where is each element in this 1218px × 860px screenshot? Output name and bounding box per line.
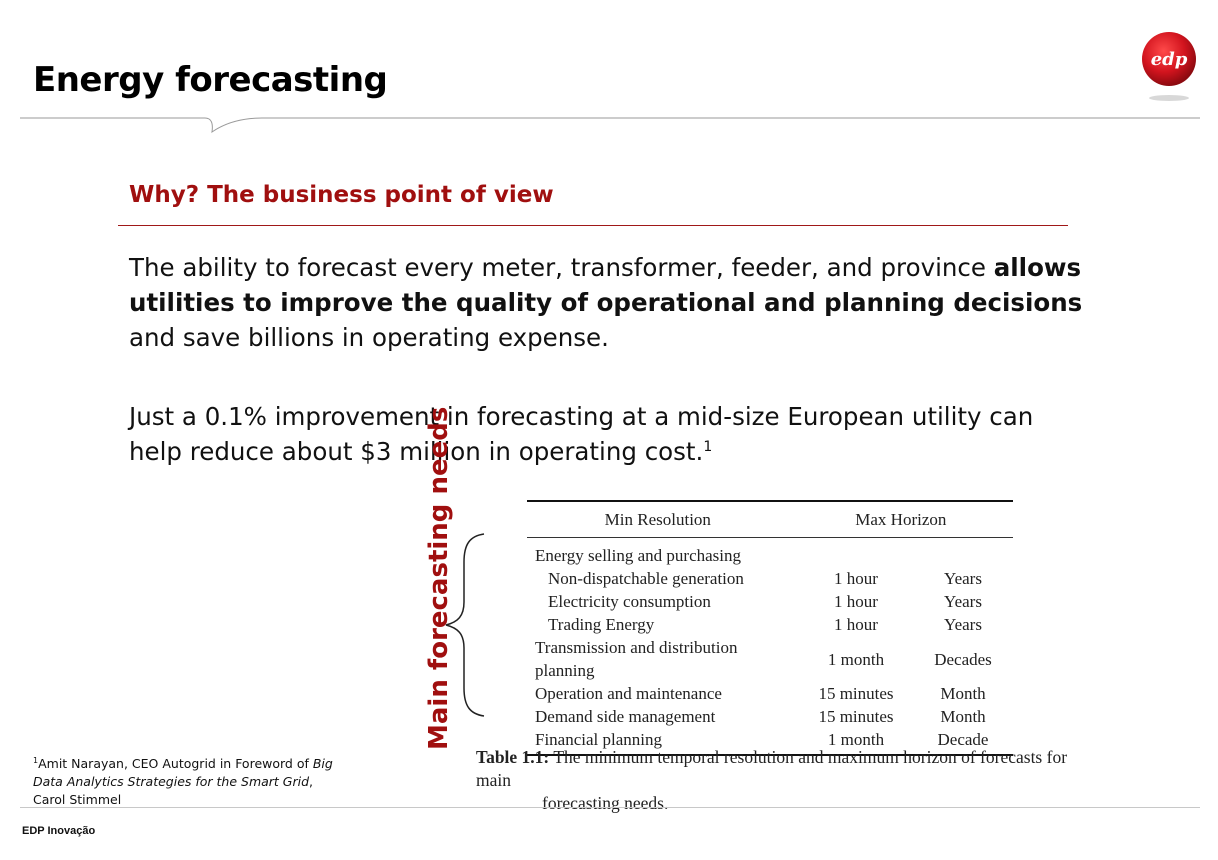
- table-cell-max: Years: [944, 569, 982, 588]
- p2-footnote-ref: 1: [703, 438, 713, 455]
- table-cell-min: 15 minutes: [818, 684, 894, 703]
- footer-divider: [20, 807, 1200, 808]
- table-row: Financial planning 1 month Decade: [527, 728, 1013, 754]
- p2-text: Just a 0.1% improvement in forecasting a…: [129, 402, 1034, 466]
- header-divider: [20, 117, 1200, 134]
- paragraph-forecast-ability: The ability to forecast every meter, tra…: [129, 250, 1089, 355]
- curly-brace-icon: [445, 533, 485, 717]
- table-header-rule: [527, 537, 1013, 538]
- table-cell-label: Transmission and distribution planning: [535, 638, 738, 680]
- table-cell-min: 1 hour: [834, 592, 878, 611]
- table-row: Transmission and distribution planning 1…: [527, 636, 1013, 682]
- footnote-text-a: Amit Narayan, CEO Autogrid in Foreword o…: [38, 756, 313, 771]
- table-cell-min: 1 month: [827, 649, 885, 669]
- table-header-min-resolution: Min Resolution: [604, 510, 711, 529]
- p1-bold-text: allows utilities to improve the quality …: [129, 253, 1083, 317]
- table-caption: Table 1.1: The minimum temporal resoluti…: [476, 746, 1076, 815]
- table-cell-max: Decade: [937, 730, 989, 749]
- table-cell-label: Operation and maintenance: [535, 684, 722, 703]
- edp-logo: edp: [1142, 32, 1196, 101]
- table-cell-max: [913, 538, 1013, 567]
- table-top-rule: [527, 500, 1013, 502]
- p1-text-b: and save billions in operating expense.: [129, 323, 609, 352]
- p1-text-a: The ability to forecast every meter, tra…: [129, 253, 994, 282]
- table-row: Energy selling and purchasing: [527, 538, 1013, 567]
- forecasting-table: Min Resolution Max Horizon Energy sellin…: [527, 500, 1013, 756]
- caption-text: The minimum temporal resolution and maxi…: [476, 747, 1068, 790]
- table-bottom-rule: [527, 754, 1013, 756]
- caption-text-continued: forecasting needs.: [542, 793, 669, 813]
- table-row: Trading Energy 1 hour Years: [527, 613, 1013, 636]
- svg-text:edp: edp: [1151, 49, 1188, 70]
- table-row: Electricity consumption 1 hour Years: [527, 590, 1013, 613]
- table-cell-min: 1 hour: [834, 569, 878, 588]
- footer-label: EDP Inovação: [22, 825, 96, 837]
- section-title: Why? The business point of view: [129, 182, 554, 208]
- table-cell-min: 1 month: [827, 730, 885, 749]
- table-row: Operation and maintenance 15 minutes Mon…: [527, 682, 1013, 705]
- table-cell-label: Electricity consumption: [548, 592, 711, 611]
- table-header-row: Min Resolution Max Horizon: [527, 502, 1013, 537]
- table-cell-max: Years: [944, 592, 982, 611]
- table-cell-max: Decades: [934, 649, 992, 669]
- footnote-text-b: , Carol Stimmel: [33, 774, 314, 807]
- paragraph-improvement: Just a 0.1% improvement in forecasting a…: [129, 399, 1089, 469]
- table-cell-min: [799, 538, 913, 567]
- table-cell-label: Energy selling and purchasing: [535, 546, 742, 565]
- footnote: 1Amit Narayan, CEO Autogrid in Foreword …: [33, 755, 343, 809]
- footnote-book-title: Big Data Analytics Strategies for the Sm…: [33, 756, 333, 789]
- table-cell-label: Trading Energy: [548, 615, 655, 634]
- footnote-marker: 1: [33, 755, 39, 765]
- table-cell-max: Month: [940, 684, 986, 703]
- page-title: Energy forecasting: [33, 60, 388, 100]
- table-cell-min: 1 hour: [834, 615, 878, 634]
- table-cell-label: Non-dispatchable generation: [548, 569, 744, 588]
- table-row: Demand side management 15 minutes Month: [527, 705, 1013, 728]
- table-cell-label: Demand side management: [535, 707, 716, 726]
- table-row: Non-dispatchable generation 1 hour Years: [527, 567, 1013, 590]
- table-header-max-horizon: Max Horizon: [855, 510, 947, 529]
- table-cell-max: Years: [944, 615, 982, 634]
- section-divider: [118, 225, 1068, 226]
- table-cell-min: 15 minutes: [818, 707, 894, 726]
- table-cell-max: Month: [940, 707, 986, 726]
- caption-label: Table 1.1:: [476, 747, 550, 767]
- table-cell-label: Financial planning: [535, 730, 663, 749]
